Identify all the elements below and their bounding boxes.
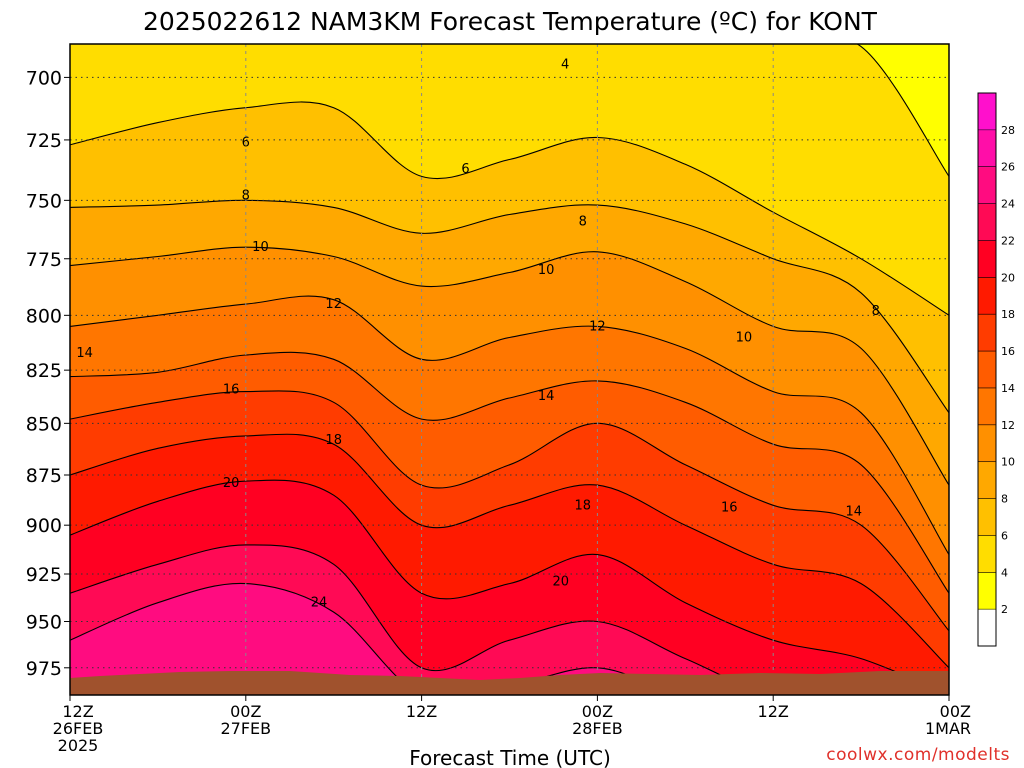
x-axis-label: Forecast Time (UTC) — [409, 746, 611, 768]
colorbar-label: 18 — [1001, 308, 1015, 321]
contour-label: 10 — [252, 240, 269, 255]
y-tick-label: 875 — [26, 465, 62, 487]
colorbar-label: 16 — [1001, 345, 1015, 358]
colorbar-label: 26 — [1001, 161, 1015, 174]
colorbar-swatch — [978, 314, 996, 352]
colorbar-frame — [977, 92, 997, 647]
contour-label: 6 — [461, 162, 469, 177]
colorbar-swatch — [978, 498, 996, 536]
isotherm-10c — [70, 246, 949, 486]
isotherm-20c — [70, 479, 949, 695]
grid-lines — [70, 44, 949, 695]
y-tick-label: 900 — [26, 515, 62, 537]
contour-label: 24 — [311, 596, 328, 611]
colorbar-label: 20 — [1001, 271, 1015, 284]
isotherm-6c — [70, 101, 949, 316]
contour-label: 18 — [325, 433, 342, 448]
colorbar-swatch — [978, 424, 996, 463]
colorbar-swatch — [978, 129, 996, 168]
contour-label: 14 — [76, 346, 93, 361]
y-tick-label: 850 — [26, 413, 62, 435]
colorbar-label: 4 — [1001, 566, 1008, 579]
isotherm-12c — [70, 295, 949, 555]
colorbar-label: 8 — [1001, 493, 1008, 506]
x-tick-label: 27FEB — [220, 719, 271, 738]
contour-labels: 4 6 6 8 8 8 10 10 10 12 12 14 14 14 16 16 18 18 20 20 24 — [76, 58, 880, 611]
contour-label: 12 — [325, 297, 342, 312]
colorbar-label: 6 — [1001, 529, 1008, 542]
band-24c — [70, 583, 949, 695]
y-tick-label: 800 — [26, 305, 62, 327]
isotherm-16c — [70, 390, 949, 632]
chart-title: 2025022612 NAM3KM Forecast Temperature (… — [143, 7, 878, 36]
plot-frame — [69, 43, 950, 696]
plot-area: 4 6 6 8 8 8 10 10 10 12 12 14 14 14 16 16 18 18 20 20 24 — [70, 44, 949, 695]
colorbar-label: 22 — [1001, 234, 1015, 247]
temperature-bands — [70, 44, 949, 695]
x-tick-label: 26FEB — [53, 719, 104, 738]
y-tick-label: 975 — [26, 658, 62, 680]
isotherm-14c — [70, 351, 949, 594]
y-tick-label: 775 — [26, 249, 62, 271]
isotherm-22c — [70, 544, 949, 695]
x-tick-label: 12Z — [62, 702, 93, 721]
colorbar-swatch — [978, 166, 996, 205]
contour-label: 6 — [242, 135, 250, 150]
colorbar-swatch — [978, 240, 996, 278]
x-tick-label: 00Z — [582, 702, 613, 721]
contour-label: 10 — [736, 330, 753, 345]
colorbar-swatch — [978, 203, 996, 241]
contour-label: 16 — [721, 500, 738, 515]
terrain-ground — [70, 671, 949, 695]
contour-label: 20 — [553, 575, 570, 590]
colorbar-swatch — [978, 387, 996, 426]
y-tick-label: 925 — [26, 564, 62, 586]
contour-label: 10 — [538, 263, 555, 278]
x-tick-label: 1MAR — [925, 719, 971, 738]
colorbar-swatches — [978, 93, 996, 647]
contour-label: 8 — [242, 189, 250, 204]
colorbar-swatch — [978, 351, 996, 389]
contour-label: 14 — [538, 389, 555, 404]
colorbar-label: 2 — [1001, 603, 1008, 616]
x-tick-label: 12Z — [758, 702, 789, 721]
contour-label: 4 — [561, 58, 569, 73]
x-tick-label: 2025 — [58, 736, 99, 755]
colorbar-label: 24 — [1001, 198, 1015, 211]
colorbar-label: 10 — [1001, 456, 1015, 469]
colorbar-label: 12 — [1001, 419, 1015, 432]
contour-label: 16 — [223, 382, 240, 397]
colorbar-swatch — [978, 93, 996, 131]
colorbar-swatch — [978, 535, 996, 573]
credit-text: coolwx.com/modelts — [826, 745, 1010, 765]
y-tick-label: 825 — [26, 360, 62, 382]
contour-label: 14 — [846, 504, 863, 519]
x-tick-label: 12Z — [406, 702, 437, 721]
isotherm-18c — [70, 433, 949, 669]
contour-label: 8 — [872, 304, 880, 319]
contour-label: 8 — [579, 215, 587, 230]
x-tick-label: 00Z — [940, 702, 971, 721]
colorbar-swatch — [978, 277, 996, 315]
colorbar-label: 14 — [1001, 382, 1015, 395]
y-tick-label: 725 — [26, 130, 62, 152]
y-tick-label: 950 — [26, 612, 62, 634]
colorbar-swatch — [978, 572, 996, 610]
colorbar-swatch — [978, 609, 996, 647]
y-tick-label: 750 — [26, 190, 62, 212]
x-tick-label: 28FEB — [572, 719, 623, 738]
isotherm-8c — [70, 199, 949, 414]
colorbar-swatch — [978, 461, 996, 500]
contour-label: 20 — [223, 476, 240, 491]
x-tick-label: 00Z — [230, 702, 261, 721]
contour-label: 12 — [589, 319, 606, 334]
contour-label: 18 — [574, 498, 591, 513]
y-axis-ticks: 700 725 750 775 800 825 850 875 900 925 950 975 — [26, 67, 70, 680]
y-tick-label: 700 — [26, 67, 62, 89]
colorbar-label: 28 — [1001, 124, 1015, 137]
